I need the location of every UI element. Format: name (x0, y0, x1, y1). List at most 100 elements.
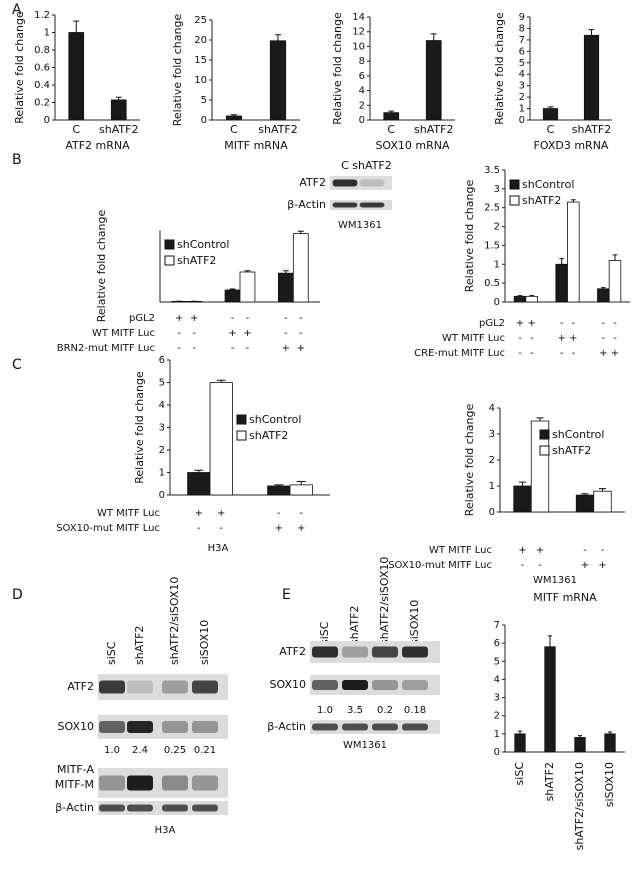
y-tick-label: 9 (519, 12, 525, 23)
blot-band (99, 775, 125, 791)
error-bar (430, 33, 437, 41)
blot-band (359, 179, 385, 187)
blot-band (127, 775, 153, 791)
legend-label: shControl (522, 178, 574, 191)
error-bar (517, 295, 523, 297)
condition-sign: + (518, 545, 526, 556)
bar (575, 494, 595, 513)
condition-sign: - (518, 333, 522, 344)
error-bar (73, 20, 80, 33)
blot-band (127, 721, 153, 733)
bar (574, 737, 586, 753)
x-tick-label: shATF2 (572, 123, 611, 136)
condition-sign: - (299, 508, 303, 519)
condition-sign: + (516, 318, 524, 329)
condition-label: CRE-mut MITF Luc (414, 348, 505, 359)
error-bar (519, 481, 526, 486)
quant-label: 0.18 (404, 705, 426, 716)
blot-band (162, 680, 188, 694)
condition-sign: + (611, 348, 619, 359)
legend-swatch (509, 179, 520, 190)
error-bar (612, 254, 618, 261)
y-tick-label: 0.6 (34, 63, 50, 74)
condition-sign: - (601, 545, 605, 556)
y-tick-label: 2 (489, 455, 495, 466)
legend-label: shATF2 (249, 429, 288, 442)
condition-sign: - (284, 313, 288, 324)
error-bar (194, 469, 204, 473)
lane-label: shATF2 (133, 626, 146, 665)
quant-label: 0.21 (194, 745, 216, 756)
condition-sign: - (518, 348, 522, 359)
chart-title: MITF mRNA (533, 591, 597, 604)
error-bar (229, 288, 236, 290)
x-axis-label: WM1361 (533, 575, 577, 586)
condition-sign: - (613, 318, 617, 329)
blot-band (312, 723, 338, 731)
condition-sign: + (175, 313, 183, 324)
blot-band (342, 646, 368, 658)
y-tick-label: 0 (494, 297, 500, 308)
row-label: ATF2 (299, 176, 326, 189)
blot-band (192, 804, 218, 812)
row-label: MITF-A (57, 763, 95, 776)
condition-label: pGL2 (479, 318, 505, 329)
row-label: SOX10 (58, 720, 94, 733)
blot-strip (310, 675, 440, 695)
x-tick-label: C (387, 123, 395, 136)
condition-sign: - (521, 560, 525, 571)
error-bar (230, 114, 238, 116)
y-tick-label: 2 (494, 222, 500, 233)
legend-swatch (236, 414, 247, 425)
y-tick-label: 0.8 (34, 45, 50, 56)
condition-sign: + (527, 318, 535, 329)
cell-line-label: WM1361 (343, 740, 387, 751)
x-axis-label: H3A (208, 543, 229, 554)
error-bar (599, 488, 606, 492)
y-tick-label: 0 (44, 115, 50, 126)
y-tick-label: 0 (489, 507, 495, 518)
condition-sign: + (190, 313, 198, 324)
condition-label: WT MITF Luc (442, 333, 505, 344)
condition-sign: - (299, 328, 303, 339)
row-label: ATF2 (279, 645, 306, 658)
error-bar (571, 199, 576, 203)
x-tick-label: siSC (513, 762, 526, 786)
y-tick-label: 4 (489, 403, 495, 414)
condition-label: pGL2 (129, 313, 155, 324)
panel-label: E (282, 587, 291, 603)
lane-label: siSC (318, 621, 331, 645)
condition-sign: + (581, 560, 589, 571)
condition-sign: - (277, 508, 281, 519)
y-tick-label: 1 (44, 28, 50, 39)
legend-label: shControl (177, 238, 229, 251)
blot-band (402, 646, 428, 658)
blot-band (99, 804, 125, 812)
y-tick-label: 3 (494, 184, 500, 195)
legend-label: shATF2 (552, 444, 591, 457)
blot-band (402, 723, 428, 731)
blot-band (372, 680, 398, 690)
y-tick-label: 10 (352, 41, 365, 52)
blot-strip (98, 768, 228, 798)
y-tick-label: 1 (519, 104, 525, 115)
y-tick-label: 12 (352, 27, 365, 38)
x-axis-label: FOXD3 mRNA (534, 139, 609, 152)
error-bar (388, 110, 395, 113)
legend-label: shControl (249, 413, 301, 426)
condition-sign: + (243, 328, 251, 339)
y-tick-label: 1.5 (484, 240, 500, 251)
y-tick-label: 2 (494, 711, 500, 722)
y-tick-label: 25 (194, 15, 207, 26)
error-bar (607, 731, 613, 734)
bar (225, 115, 243, 121)
quant-label: 0.2 (377, 705, 393, 716)
y-tick-label: 0 (494, 747, 500, 758)
y-tick-label: 4 (519, 69, 525, 80)
y-axis-label: Relative fold change (463, 180, 476, 293)
x-tick-label: shATF2 (543, 762, 556, 801)
blot-band (332, 202, 358, 208)
legend-swatch (509, 195, 520, 206)
lane-label: shATF2/siSOX10 (378, 557, 391, 645)
y-tick-label: 2 (159, 445, 165, 456)
